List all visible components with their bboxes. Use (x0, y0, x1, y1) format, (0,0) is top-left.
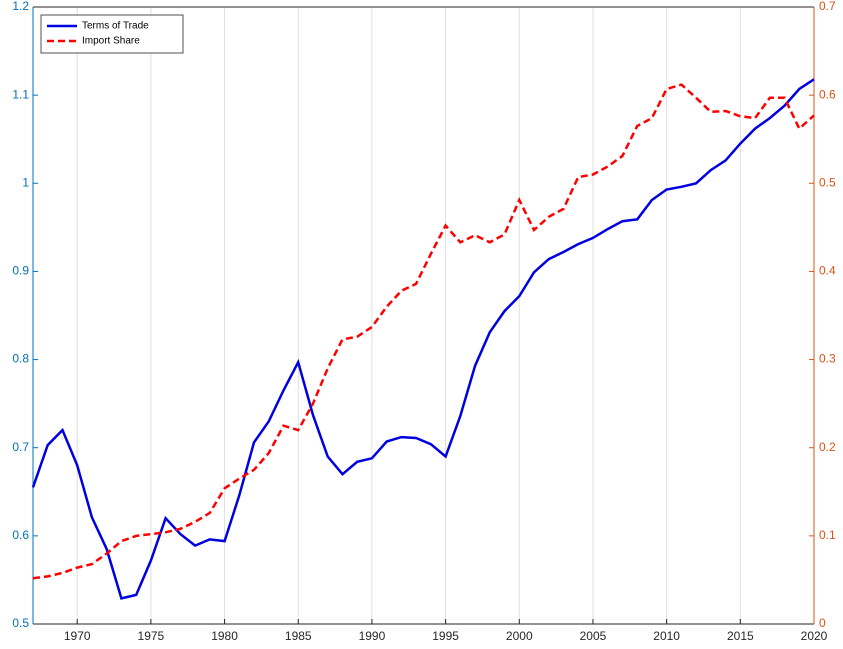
x-tick-label: 1980 (211, 629, 238, 643)
y-tick-label: 0.6 (12, 528, 29, 542)
x-tick-label: 1990 (359, 629, 386, 643)
x-tick-label: 2015 (727, 629, 754, 643)
y2-tick-label: 0.4 (819, 264, 836, 278)
x-tick-label: 2000 (506, 629, 533, 643)
y-tick-label: 1.2 (12, 0, 29, 13)
y2-tick-label: 0 (819, 616, 826, 630)
x-tick-label: 2020 (801, 629, 828, 643)
series-line (31, 78, 815, 600)
x-tick-label: 1975 (138, 629, 165, 643)
y-tick-label: 1 (22, 175, 29, 189)
legend-label: Import Share (82, 36, 140, 47)
y-tick-label: 0.8 (12, 352, 29, 366)
legend-box (40, 14, 184, 54)
x-tick-label: 2005 (580, 629, 607, 643)
x-tick-label: 1970 (64, 629, 91, 643)
y-tick-label: 0.7 (12, 440, 29, 454)
x-tick-label: 2010 (653, 629, 680, 643)
y-tick-label: 1.1 (12, 87, 29, 101)
y-tick-label: 0.5 (12, 616, 29, 630)
y2-tick-label: 0.3 (819, 352, 836, 366)
y2-tick-label: 0.7 (819, 0, 836, 13)
plot-area (33, 7, 814, 624)
y-tick-label: 0.9 (12, 264, 29, 278)
legend: Terms of Trade Import Share (40, 14, 184, 54)
x-tick-label: 1985 (285, 629, 312, 643)
y2-tick-label: 0.2 (819, 440, 836, 454)
y2-tick-label: 0.1 (819, 528, 836, 542)
x-tick-label: 1995 (432, 629, 459, 643)
series-line (32, 83, 815, 580)
legend-label: Terms of Trade (82, 21, 149, 32)
y2-tick-label: 0.5 (819, 175, 836, 189)
y2-tick-label: 0.6 (819, 87, 836, 101)
